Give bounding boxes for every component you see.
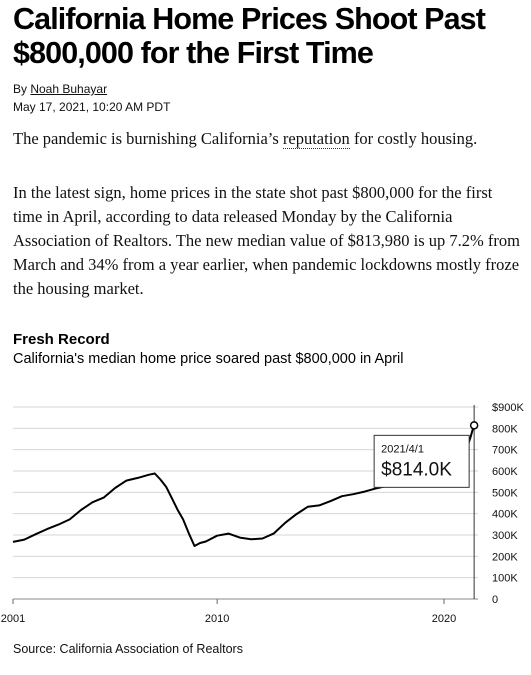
byline: By Noah Buhayar (13, 82, 107, 96)
y-tick-label: 400K (492, 509, 518, 521)
chart-title: Fresh Record (13, 331, 110, 348)
y-tick-label: 300K (492, 530, 518, 542)
article-headline: California Home Prices Shoot Past $800,0… (13, 2, 486, 70)
x-tick-label: 2001 (1, 613, 25, 625)
y-tick-label: 700K (492, 445, 518, 457)
y-tick-label: 500K (492, 487, 518, 499)
tooltip-value: $814.0K (381, 459, 452, 480)
x-tick-label: 2020 (432, 613, 456, 625)
x-tick-label: 2010 (205, 613, 229, 625)
author-link[interactable]: Noah Buhayar (30, 82, 108, 96)
chart-subtitle: California's median home price soared pa… (13, 351, 404, 367)
article-body-paragraph: In the latest sign, home prices in the s… (13, 183, 520, 298)
y-tick-label: 600K (492, 466, 518, 478)
home-price-line-chart[interactable]: $900K 800K 700K 600K 500K 400K 300K 200K 100K 0 20… (0, 395, 531, 635)
publish-date: May 17, 2021, 10:20 AM PDT (13, 100, 171, 114)
dek-text-after: for costly housing. (349, 129, 478, 148)
y-tick-label: 200K (492, 551, 518, 563)
y-tick-label: 0 (492, 594, 498, 606)
y-tick-label: 800K (492, 423, 518, 435)
article-dek: The pandemic is burnishing California’s … (13, 128, 525, 150)
dek-text-before: The pandemic is burnishing California’s (13, 129, 283, 148)
reputation-link[interactable]: reputation (282, 129, 350, 149)
tooltip-box (373, 434, 470, 488)
byline-prefix: By (13, 82, 31, 96)
chart-source: Source: California Association of Realto… (13, 642, 243, 656)
y-tick-label: $900K (492, 402, 524, 414)
latest-point-marker[interactable] (469, 421, 479, 430)
tooltip-date: 2021/4/1 (381, 443, 424, 455)
y-tick-label: 100K (492, 573, 518, 585)
